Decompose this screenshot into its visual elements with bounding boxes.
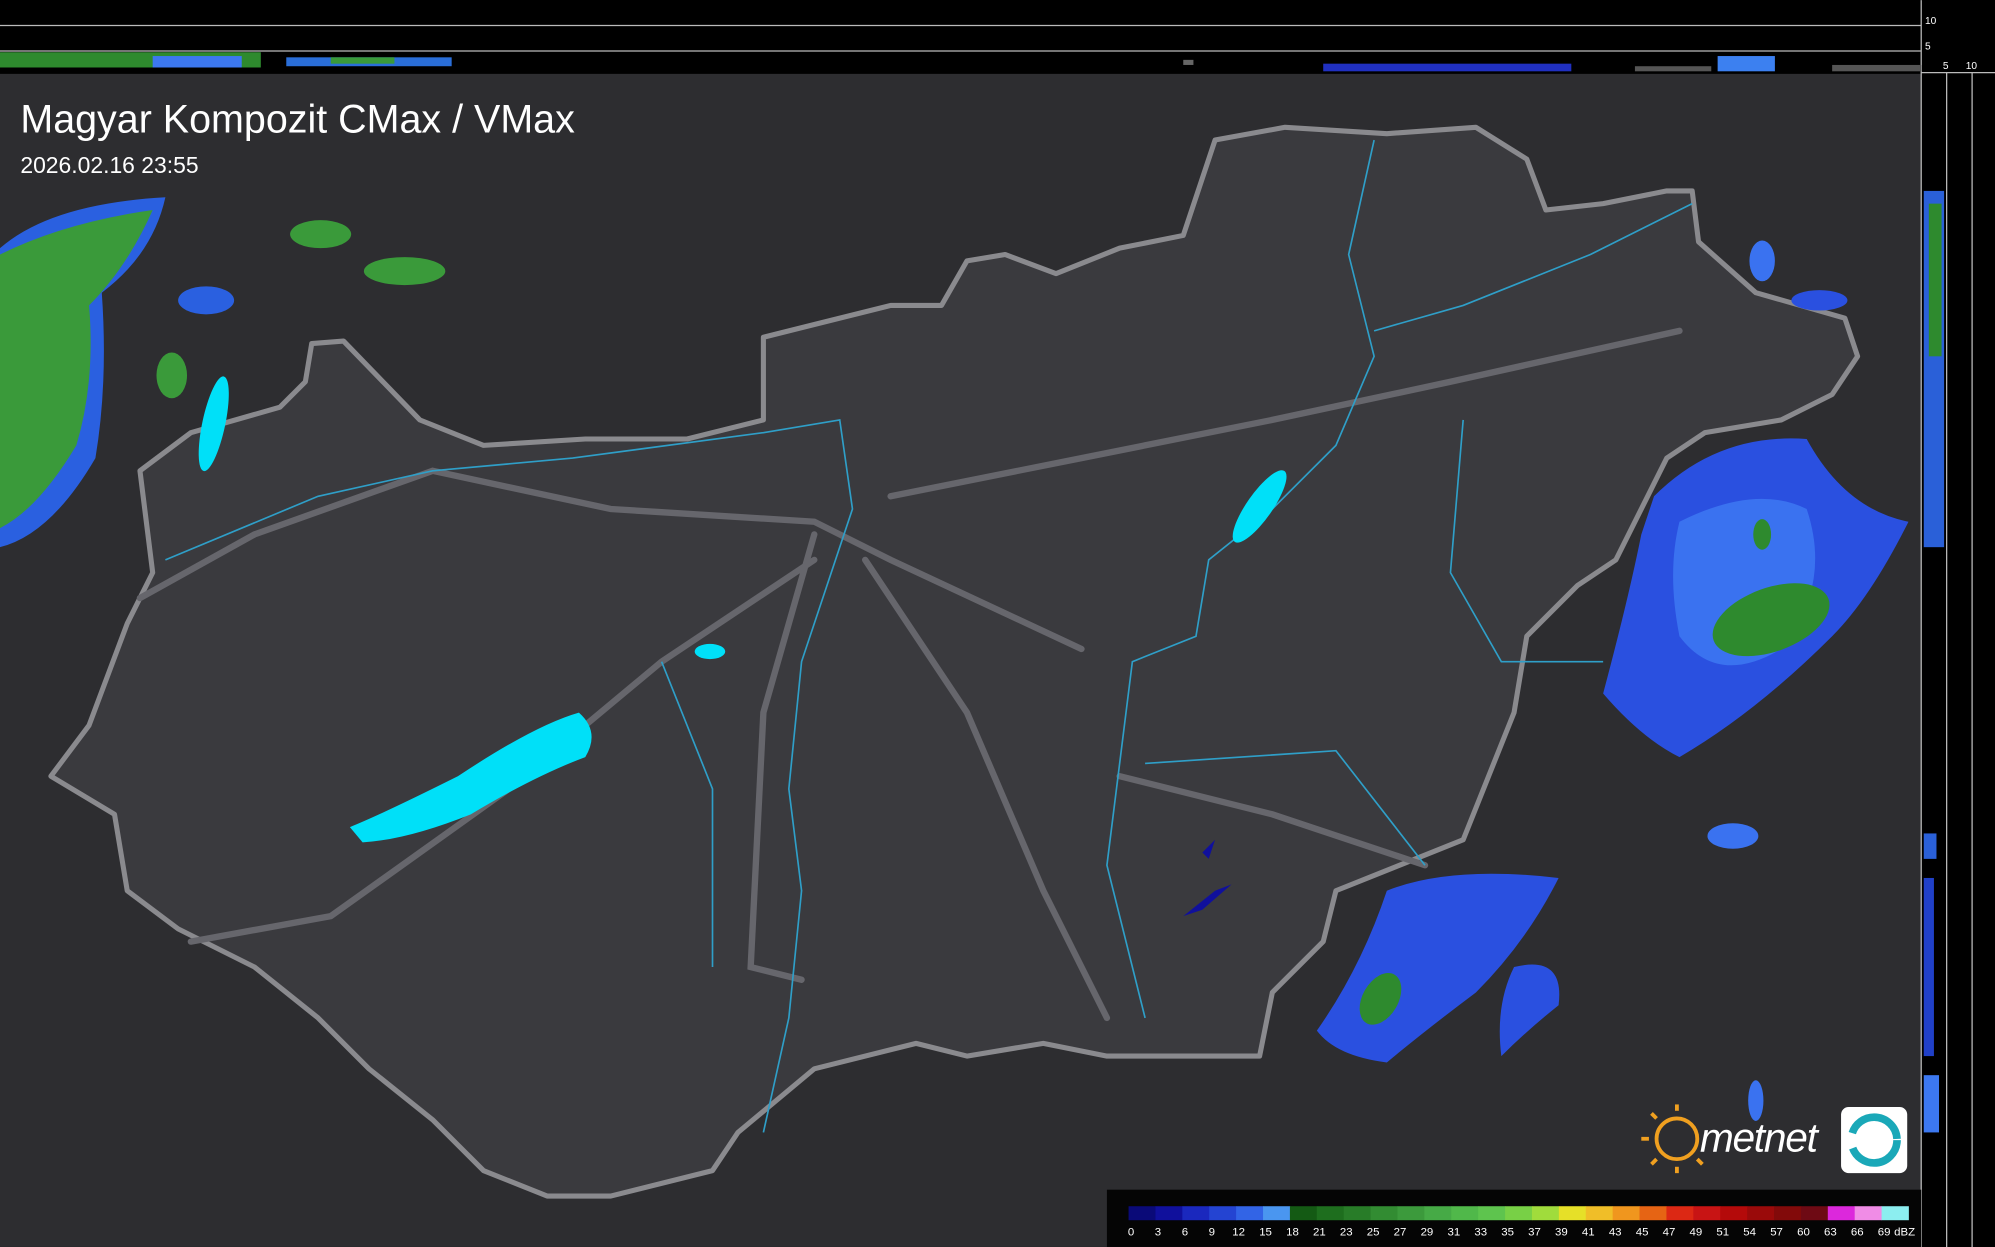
legend-swatch [1666,1206,1694,1221]
legend-label: 27 [1394,1226,1407,1238]
legend-label: 23 [1340,1226,1353,1238]
legend-swatch [1397,1206,1425,1221]
profile-tick: 5 [1925,42,1931,53]
legend-label: 51 [1716,1226,1729,1238]
legend-swatch [1424,1206,1452,1221]
legend-label: 47 [1663,1226,1676,1238]
legend-swatch [1155,1206,1183,1221]
legend-label: 3 [1155,1226,1161,1238]
legend-swatch [1854,1206,1882,1221]
legend-label: 60 [1797,1226,1810,1238]
legend-label: 33 [1474,1226,1487,1238]
legend-swatch [1639,1206,1667,1221]
legend-swatch [1451,1206,1479,1221]
legend-label: 21 [1313,1226,1326,1238]
legend-swatch [1827,1206,1856,1221]
legend-label: 25 [1367,1226,1380,1238]
legend-label: 57 [1770,1226,1783,1238]
legend-swatch [1236,1206,1264,1221]
legend-swatch [1612,1206,1640,1221]
legend-swatch [1343,1206,1371,1221]
legend-label: 54 [1743,1226,1756,1238]
profile-echoes [0,52,1945,1133]
legend-label: 69 [1878,1226,1891,1238]
legend-swatch [1505,1206,1533,1221]
legend-swatch [1128,1206,1156,1221]
legend-label: 15 [1259,1226,1272,1238]
legend-label: 9 [1209,1226,1215,1238]
rivers [165,139,1693,1133]
legend-label: 63 [1824,1226,1837,1238]
legend: 0 3 6 9 12 15 18 21 23 25 27 29 31 33 35 37 39 41 43 45 47 49… [1128,1206,1915,1238]
legend-swatch [1774,1206,1802,1221]
legend-unit: dBZ [1894,1226,1915,1238]
legend-swatch [1747,1206,1775,1221]
logo: metnet [1641,1104,1908,1174]
legend-swatch [1531,1206,1560,1221]
legend-label: 39 [1555,1226,1568,1238]
legend-label: 45 [1636,1226,1649,1238]
radar-echoes [0,197,1909,1121]
legend-label: 49 [1690,1226,1703,1238]
profile-tick: 10 [1925,16,1937,27]
profile-tick: 5 [1943,61,1949,72]
legend-swatch [1289,1206,1318,1221]
legend-swatch [1316,1206,1345,1221]
legend-swatch [1182,1206,1210,1221]
legend-label: 6 [1182,1226,1188,1238]
legend-swatch [1263,1206,1291,1221]
timestamp: 2026.02.16 23:55 [20,152,198,178]
legend-swatch [1370,1206,1398,1221]
legend-label: 41 [1582,1226,1595,1238]
legend-swatch [1585,1206,1614,1221]
legend-label: 31 [1447,1226,1460,1238]
legend-swatch [1478,1206,1506,1221]
legend-swatch [1881,1206,1909,1221]
lakes [198,376,1287,843]
legend-label: 12 [1232,1226,1245,1238]
legend-swatch [1720,1206,1748,1221]
legend-label: 18 [1286,1226,1299,1238]
legend-swatch [1693,1206,1721,1221]
legend-swatch [1558,1206,1587,1221]
legend-label: 37 [1528,1226,1541,1238]
legend-swatch [1209,1206,1237,1221]
legend-label: 29 [1421,1226,1434,1238]
profile-tick: 10 [1966,61,1978,72]
legend-label: 66 [1851,1226,1864,1238]
map-title: Magyar Kompozit CMax / VMax [20,97,575,141]
roads [136,327,1683,1022]
legend-label: 43 [1609,1226,1622,1238]
legend-swatch [1800,1206,1829,1221]
logo-text: metnet [1700,1115,1820,1161]
legend-label: 35 [1501,1226,1514,1238]
legend-label: 0 [1128,1226,1134,1238]
